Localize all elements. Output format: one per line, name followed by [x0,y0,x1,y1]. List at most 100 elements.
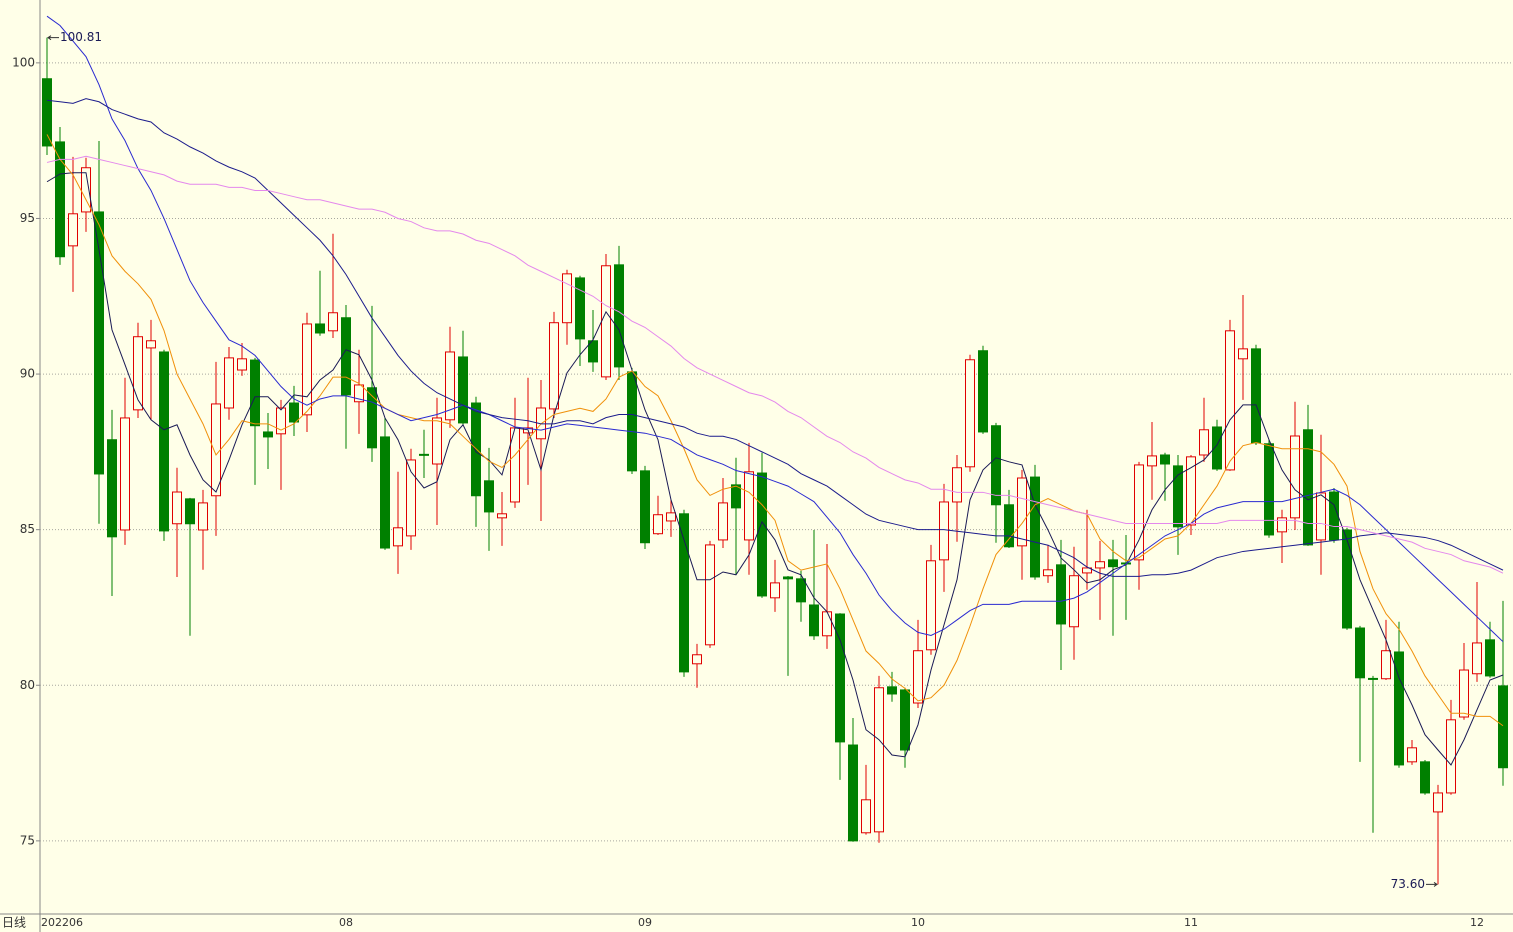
candle-body [835,613,845,743]
candle-body [198,502,208,531]
candle-body [965,359,975,468]
candle-body [1459,669,1469,718]
candle-body [159,351,169,532]
candle-body [302,323,312,416]
candle-body [1355,627,1365,679]
candle-body [861,799,871,834]
candle-body [679,513,689,673]
candle-body [1095,561,1105,569]
candle-body [1446,719,1456,794]
candle-body [1433,792,1443,813]
candle-body [237,358,247,371]
candle-body [692,654,702,665]
candle-body [484,480,494,513]
candle-body [718,502,728,541]
candle-body [731,484,741,509]
candle-body [432,417,442,465]
candle-body [666,512,676,522]
x-tick-label: 12 [1470,916,1484,929]
candle-body [952,467,962,503]
candle-body [874,687,884,833]
candle-body [627,371,637,472]
candle-body [276,407,286,435]
candle-body [991,425,1001,506]
candle-body [1420,761,1430,794]
candle-body [1394,651,1404,766]
y-tick-label: 100 [12,55,35,69]
candle-body [341,317,351,396]
candle-body [1056,564,1066,625]
candle-body [289,402,299,423]
candle-body [653,514,663,535]
candle-body [549,322,559,410]
candle-body [328,312,338,332]
candle-body [822,611,832,637]
candle-body [1030,476,1040,578]
ma-line [46,155,1504,574]
x-tick-label: 08 [339,916,353,929]
annotation-arrow [47,35,59,41]
candle-body [1485,639,1495,677]
candle-body [1368,677,1378,680]
candle-body [120,417,130,531]
candle-body [1043,569,1053,577]
candle-body [1342,529,1352,629]
ma-line [46,98,1504,577]
candle-body [939,501,949,561]
candle-body [250,359,260,427]
candle-body [1108,559,1118,568]
candle-body [42,78,52,147]
candle-body [1264,443,1274,536]
candle-body [757,472,767,597]
candle-body [1381,650,1391,680]
candle-body [1199,429,1209,456]
candle-body [1082,567,1092,574]
candle-body [575,277,585,340]
candle-body [94,211,104,475]
candle-body [1160,454,1170,465]
candle-body [1134,464,1144,561]
candle-body [809,604,819,637]
candle-body [770,582,780,599]
candle-body [107,439,117,538]
candle-body [1147,455,1157,467]
candle-body [445,351,455,421]
x-tick-label: 11 [1184,916,1198,929]
candle-body [211,403,221,497]
candle-body [588,340,598,363]
candle-body [1212,426,1222,470]
candle-body [1407,747,1417,763]
candle-body [380,436,390,549]
candle-body [185,498,195,525]
y-tick-label: 90 [20,367,35,381]
candle-body [1251,348,1261,444]
x-tick-label: 202206 [41,916,83,929]
candle-body [614,264,624,368]
annotation-label: 73.60 [1391,877,1425,891]
candle-body [419,453,429,456]
candle-body [783,576,793,580]
candle-body [978,350,988,433]
candle-body [406,459,416,537]
ma-line [46,134,1504,727]
candle-body [68,213,78,247]
candle-body [393,527,403,547]
candle-body [601,265,611,378]
x-tick-label: 09 [638,916,652,929]
candle-body [1303,429,1313,546]
candle-body [887,686,897,695]
candle-body [263,431,273,438]
candle-body [458,356,468,424]
candle-body [497,513,507,519]
candle-body [1290,435,1300,519]
candle-body [1316,492,1326,541]
candle-body [55,141,65,258]
candle-body [926,560,936,651]
y-tick-label: 75 [20,833,35,847]
candle-body [562,273,572,324]
candle-body [1329,491,1339,541]
candle-body [1186,456,1196,526]
